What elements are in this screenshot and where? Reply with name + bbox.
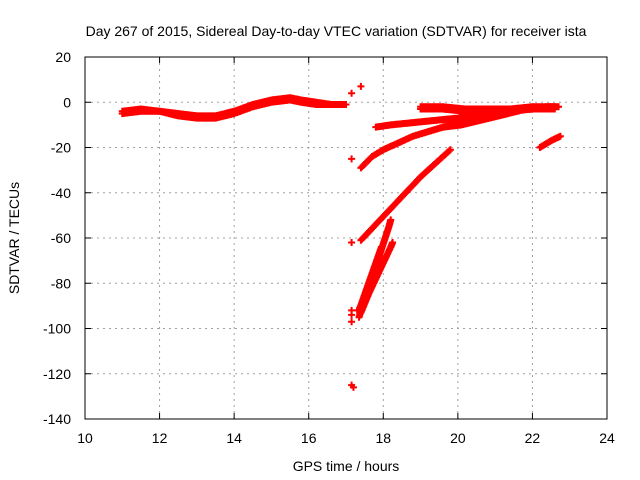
data-point [353, 306, 361, 314]
y-tick-label: -40 [51, 185, 71, 201]
y-tick-label: 20 [55, 49, 71, 65]
data-series [357, 110, 492, 172]
data-point [446, 146, 454, 154]
data-point [389, 239, 397, 247]
plot-frame [84, 56, 608, 420]
y-tick-label: -60 [51, 230, 71, 246]
chart-title: Day 267 of 2015, Sidereal Day-to-day VTE… [86, 23, 587, 39]
data-point [342, 101, 350, 109]
data-point [357, 82, 365, 90]
data-series [355, 243, 385, 314]
x-tick-label: 14 [226, 430, 242, 446]
data-point [551, 105, 559, 113]
data-point [556, 132, 564, 140]
x-tick-label: 12 [152, 430, 168, 446]
x-tick-label: 22 [525, 430, 541, 446]
x-tick-label: 16 [301, 430, 317, 446]
x-tick-label: 18 [375, 430, 391, 446]
y-tick-label: -20 [51, 140, 71, 156]
x-axis-label: GPS time / hours [293, 458, 400, 474]
y-tick-label: -140 [43, 411, 71, 427]
data-series [118, 96, 350, 122]
x-tick-label: 20 [450, 430, 466, 446]
axis-ticks: 10 12 14 16 18 20 22 24 -140 -120 -100 -80 -60 -40 -20… [43, 49, 615, 446]
data-point [377, 243, 385, 251]
data-point [528, 103, 536, 111]
data-points [118, 82, 564, 391]
x-tick-label: 10 [77, 430, 93, 446]
data-series [536, 132, 564, 151]
data-point [348, 89, 356, 97]
data-point [348, 239, 356, 247]
data-point [348, 155, 356, 163]
data-series [348, 155, 361, 391]
x-tick-label: 24 [599, 430, 615, 446]
y-tick-label: 0 [63, 94, 71, 110]
data-series [357, 146, 454, 244]
data-point [349, 383, 357, 391]
y-tick-label: -100 [43, 321, 71, 337]
y-tick-label: -80 [51, 275, 71, 291]
data-point [387, 216, 395, 224]
data-point [484, 110, 492, 118]
data-point [445, 147, 453, 155]
data-point [348, 318, 356, 326]
y-tick-label: -120 [43, 366, 71, 382]
data-point [348, 311, 356, 319]
y-axis-label: SDTVAR / TECUs [6, 182, 22, 294]
data-series [348, 82, 365, 97]
